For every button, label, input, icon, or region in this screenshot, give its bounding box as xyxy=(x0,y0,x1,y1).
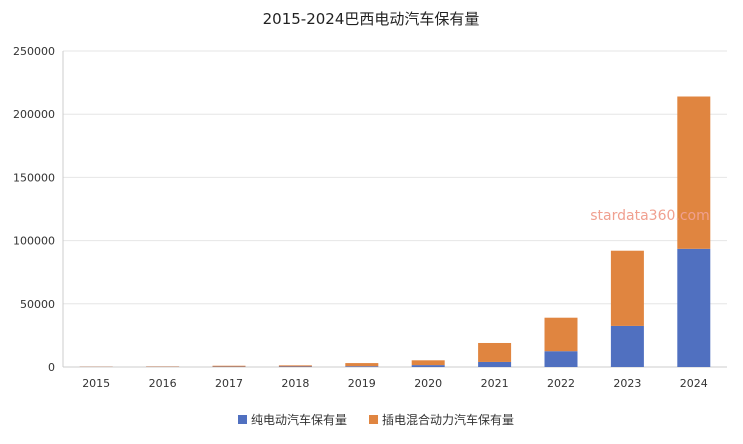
legend-swatch xyxy=(238,415,247,424)
bar-phev-2022[interactable] xyxy=(545,318,578,351)
x-tick-label: 2022 xyxy=(547,377,575,390)
bar-bev-2022[interactable] xyxy=(545,351,578,367)
y-tick-label: 200000 xyxy=(13,108,55,121)
legend-label: 纯电动汽车保有量 xyxy=(251,412,347,427)
x-tick-label: 2017 xyxy=(215,377,243,390)
bars xyxy=(80,97,711,367)
bar-phev-2020[interactable] xyxy=(412,360,445,365)
y-tick-label: 0 xyxy=(48,361,55,374)
x-tick-label: 2019 xyxy=(348,377,376,390)
legend: 纯电动汽车保有量 插电混合动力汽车保有量 xyxy=(238,412,514,427)
x-tick-label: 2018 xyxy=(281,377,309,390)
x-tick-label: 2021 xyxy=(481,377,509,390)
bar-bev-2021[interactable] xyxy=(478,362,511,367)
x-tick-label: 2023 xyxy=(613,377,641,390)
x-tick-label: 2016 xyxy=(149,377,177,390)
chart-title: 2015-2024巴西电动汽车保有量 xyxy=(263,10,480,28)
legend-swatch xyxy=(369,415,378,424)
bar-phev-2023[interactable] xyxy=(611,251,644,326)
bar-phev-2024[interactable] xyxy=(677,97,710,249)
bar-bev-2023[interactable] xyxy=(611,326,644,367)
bar-bev-2020[interactable] xyxy=(412,365,445,367)
bar-phev-2021[interactable] xyxy=(478,343,511,362)
x-tick-label: 2020 xyxy=(414,377,442,390)
bar-phev-2019[interactable] xyxy=(345,363,378,366)
y-tick-label: 50000 xyxy=(20,298,55,311)
y-tick-label: 100000 xyxy=(13,235,55,248)
bar-bev-2018[interactable] xyxy=(279,366,312,367)
legend-label: 插电混合动力汽车保有量 xyxy=(382,412,514,427)
x-tick-label: 2024 xyxy=(680,377,708,390)
bar-bev-2024[interactable] xyxy=(677,249,710,367)
bar-phev-2017[interactable] xyxy=(213,366,246,367)
y-tick-label: 250000 xyxy=(13,45,55,58)
x-tick-label: 2015 xyxy=(82,377,110,390)
bar-phev-2018[interactable] xyxy=(279,365,312,366)
bar-bev-2019[interactable] xyxy=(345,366,378,367)
watermark-text: stardata360.com xyxy=(590,208,709,224)
y-tick-label: 150000 xyxy=(13,171,55,184)
